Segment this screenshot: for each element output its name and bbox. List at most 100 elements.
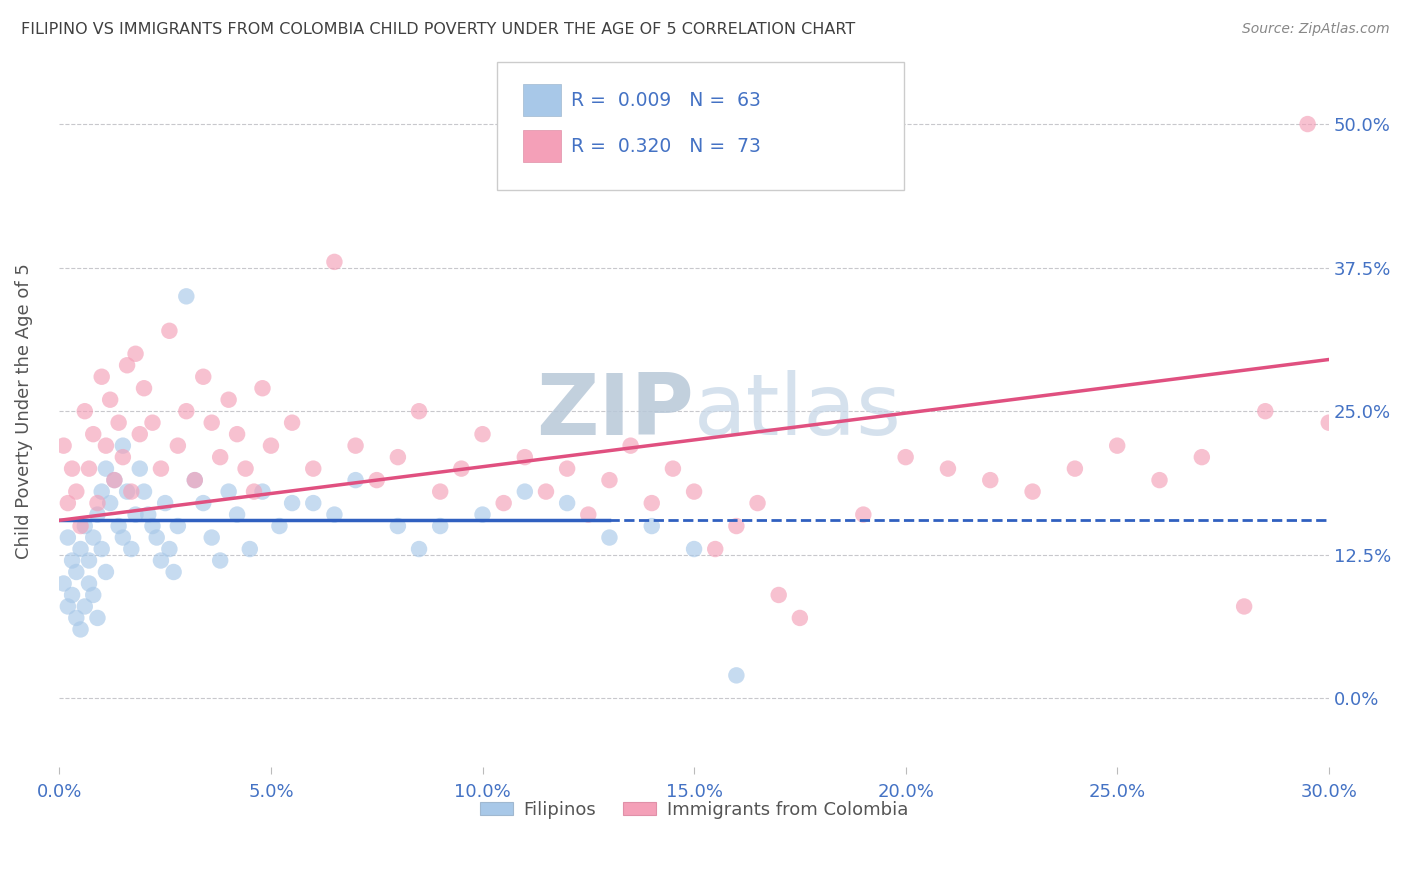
Point	[167, 439, 190, 453]
Point	[90, 542, 112, 557]
Point	[387, 519, 409, 533]
Point	[620, 439, 643, 453]
Point	[176, 289, 198, 303]
FancyBboxPatch shape	[523, 130, 561, 162]
Point	[201, 416, 224, 430]
Point	[111, 531, 134, 545]
Point	[65, 565, 87, 579]
Point	[65, 484, 87, 499]
Point	[115, 358, 138, 372]
Point	[789, 611, 811, 625]
Point	[1233, 599, 1256, 614]
Point	[281, 496, 304, 510]
Point	[94, 565, 117, 579]
Text: atlas: atlas	[695, 369, 903, 453]
Point	[209, 450, 232, 464]
Point	[60, 588, 83, 602]
Point	[281, 416, 304, 430]
Point	[852, 508, 875, 522]
Point	[209, 553, 232, 567]
Point	[60, 461, 83, 475]
Point	[269, 519, 291, 533]
Point	[725, 519, 748, 533]
Point	[82, 588, 104, 602]
Point	[218, 392, 240, 407]
Point	[56, 496, 79, 510]
Point	[387, 450, 409, 464]
Point	[132, 484, 155, 499]
Point	[201, 531, 224, 545]
Point	[69, 519, 91, 533]
Point	[747, 496, 769, 510]
Point	[243, 484, 266, 499]
Point	[471, 508, 494, 522]
Point	[1064, 461, 1087, 475]
Point	[90, 484, 112, 499]
Point	[429, 484, 451, 499]
Text: Source: ZipAtlas.com: Source: ZipAtlas.com	[1241, 22, 1389, 37]
Point	[641, 519, 664, 533]
Point	[98, 496, 121, 510]
Point	[704, 542, 727, 557]
Point	[52, 439, 75, 453]
Point	[90, 369, 112, 384]
Point	[239, 542, 262, 557]
Point	[124, 508, 146, 522]
FancyBboxPatch shape	[498, 62, 904, 191]
Point	[534, 484, 557, 499]
Point	[344, 473, 367, 487]
Point	[73, 599, 96, 614]
Point	[598, 473, 620, 487]
Point	[111, 439, 134, 453]
Point	[1191, 450, 1213, 464]
Point	[128, 427, 150, 442]
Point	[167, 519, 190, 533]
Point	[408, 404, 430, 418]
Point	[450, 461, 472, 475]
Point	[111, 450, 134, 464]
Legend: Filipinos, Immigrants from Colombia: Filipinos, Immigrants from Colombia	[472, 794, 915, 826]
Point	[1254, 404, 1277, 418]
Point	[120, 484, 142, 499]
Point	[260, 439, 283, 453]
Text: R =  0.009   N =  63: R = 0.009 N = 63	[571, 90, 761, 110]
Point	[598, 531, 620, 545]
Point	[894, 450, 917, 464]
Point	[1107, 439, 1129, 453]
Point	[302, 496, 325, 510]
Point	[145, 531, 167, 545]
Point	[73, 404, 96, 418]
Point	[153, 496, 176, 510]
Point	[94, 439, 117, 453]
Y-axis label: Child Poverty Under the Age of 5: Child Poverty Under the Age of 5	[15, 263, 32, 559]
Point	[513, 484, 536, 499]
Point	[115, 484, 138, 499]
Point	[141, 519, 163, 533]
Point	[69, 623, 91, 637]
Point	[176, 404, 198, 418]
Point	[65, 611, 87, 625]
Point	[226, 508, 249, 522]
Point	[193, 369, 215, 384]
FancyBboxPatch shape	[523, 84, 561, 116]
Point	[77, 553, 100, 567]
Point	[768, 588, 790, 602]
Point	[235, 461, 257, 475]
Point	[252, 484, 274, 499]
Point	[218, 484, 240, 499]
Point	[979, 473, 1001, 487]
Point	[86, 611, 108, 625]
Point	[683, 542, 706, 557]
Point	[107, 519, 129, 533]
Point	[408, 542, 430, 557]
Point	[323, 508, 346, 522]
Point	[73, 519, 96, 533]
Text: ZIP: ZIP	[536, 369, 695, 453]
Point	[184, 473, 207, 487]
Point	[52, 576, 75, 591]
Point	[662, 461, 685, 475]
Point	[492, 496, 515, 510]
Point	[513, 450, 536, 464]
Point	[1317, 416, 1340, 430]
Point	[103, 473, 125, 487]
